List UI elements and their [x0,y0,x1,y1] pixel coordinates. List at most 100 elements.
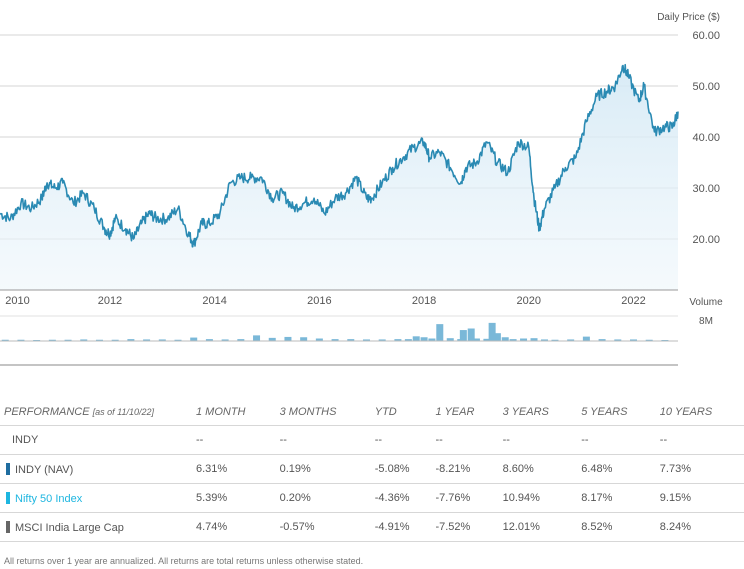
volume-bar [221,339,229,341]
volume-bar [404,339,412,341]
table-cell: 0.19% [275,454,371,484]
volume-bar [394,339,402,341]
volume-bar [488,322,496,341]
volume-label: Volume [689,297,723,308]
table-cell: 5.39% [192,483,276,513]
volume-bar [483,338,491,341]
table-cell: -- [655,425,744,455]
table-cell: 9.15% [655,483,744,513]
table-cell: -4.36% [370,483,432,513]
y-tick-label: 40.00 [692,132,720,144]
volume-bar [459,330,467,341]
volume-bar [111,339,119,341]
table-cell: -- [498,425,578,455]
row-label-indy: INDY [0,425,192,455]
price-area-fill [0,64,678,290]
footnote: All returns over 1 year are annualized. … [4,556,364,566]
table-cell: 6.31% [192,454,276,484]
table-cell: -- [431,425,499,455]
volume-bar [127,339,135,341]
table-cell: -8.21% [431,454,499,484]
table-cell: 7.73% [655,454,744,484]
volume-bar [284,336,292,341]
volume-scale-label: 8M [699,316,713,327]
volume-bar [205,339,213,341]
volume-bar [428,338,436,341]
volume-bar [567,339,575,341]
table-cell: -7.76% [431,483,499,513]
legend-swatch [6,520,10,533]
volume-bar [520,338,528,341]
table-cell: -- [275,425,371,455]
row-label-nifty-50: Nifty 50 Index [0,483,192,513]
volume-bar [598,339,606,341]
table-cell: -4.91% [370,512,432,542]
volume-bar [420,337,428,341]
table-cell: -7.52% [431,512,499,542]
col-5-years: 5 YEARS [577,399,656,426]
y-tick-label: 20.00 [692,234,720,246]
volume-bar [540,339,548,341]
col-ytd: YTD [370,399,432,426]
volume-bar [158,339,166,341]
table-cell: 8.52% [577,512,656,542]
volume-bar [331,339,339,341]
volume-bar [362,339,370,341]
table-cell: 10.94% [498,483,578,513]
legend-swatch [6,462,10,475]
volume-bar [174,339,182,341]
volume-bar [315,338,323,341]
volume-bar [614,339,622,341]
performance-header-row: PERFORMANCE [as of 11/10/22] 1 MONTH 3 M… [0,399,744,426]
y-tick-label: 30.00 [692,183,720,195]
row-label-msci-india: MSCI India Large Cap [0,512,192,542]
col-1-month: 1 MONTH [192,399,276,426]
x-tick-label: 2010 [5,295,29,307]
table-cell: 4.74% [192,512,276,542]
volume-bar [645,339,653,341]
table-row: Nifty 50 Index 5.39% 0.20% -4.36% -7.76%… [0,483,744,513]
price-volume-chart: Daily Price ($) 60.00 50.00 40.00 30.00 20.0… [0,12,723,366]
performance-table: PERFORMANCE [as of 11/10/22] 1 MONTH 3 M… [0,399,744,542]
volume-bar [582,336,590,341]
volume-bar [237,339,245,341]
volume-bar [300,337,308,341]
x-tick-label: 2020 [517,295,541,307]
y-tick-label: 60.00 [692,30,720,42]
table-row: MSCI India Large Cap 4.74% -0.57% -4.91%… [0,512,744,542]
volume-bar [17,339,25,341]
volume-bar [253,335,261,341]
table-cell: -- [370,425,432,455]
col-1-year: 1 YEAR [431,399,499,426]
volume-bar [551,339,559,341]
volume-bar [446,338,454,341]
volume-bar [1,339,9,341]
volume-bar [268,337,276,341]
table-cell: 8.17% [577,483,656,513]
volume-bar [509,339,517,341]
table-cell: -0.57% [275,512,371,542]
y-tick-label: 50.00 [692,81,720,93]
volume-bar [412,336,420,341]
table-cell: 8.24% [655,512,744,542]
volume-bar [501,337,509,341]
price-series-line [0,63,679,248]
col-3-years: 3 YEARS [498,399,578,426]
volume-bar [48,339,56,341]
volume-bar [493,333,501,341]
table-cell: 0.20% [275,483,371,513]
row-label-indy-nav: INDY (NAV) [0,454,192,484]
volume-bar [190,337,198,341]
volume-bar [64,339,72,341]
y-axis-label: Daily Price ($) [657,12,720,23]
x-tick-label: 2022 [621,295,645,307]
table-row: INDY (NAV) 6.31% 0.19% -5.08% -8.21% 8.6… [0,454,744,484]
volume-bar [143,339,151,341]
x-tick-label: 2014 [202,295,226,307]
table-cell: 8.60% [498,454,578,484]
x-tick-label: 2012 [98,295,122,307]
volume-bar [629,339,637,341]
table-cell: -5.08% [370,454,432,484]
as-of-date: [as of 11/10/22] [92,407,155,417]
table-cell: -- [192,425,276,455]
